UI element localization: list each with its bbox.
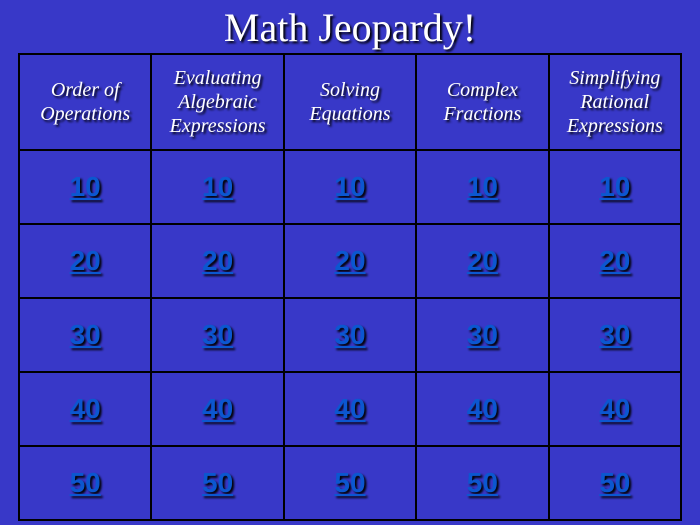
board-cell[interactable]: 10 <box>151 150 283 224</box>
cell-value: 10 <box>202 171 233 202</box>
category-header: Evaluating Algebraic Expressions <box>151 54 283 150</box>
cell-value: 40 <box>202 393 233 424</box>
board-cell[interactable]: 40 <box>549 372 681 446</box>
jeopardy-board: Order of Operations Evaluating Algebraic… <box>18 53 682 521</box>
cell-value: 40 <box>467 393 498 424</box>
category-header: Order of Operations <box>19 54 151 150</box>
board-cell[interactable]: 30 <box>284 298 416 372</box>
cell-value: 20 <box>467 245 498 276</box>
cell-value: 30 <box>70 319 101 350</box>
board-cell[interactable]: 30 <box>416 298 548 372</box>
category-header: Solving Equations <box>284 54 416 150</box>
cell-value: 50 <box>334 467 365 498</box>
board-cell[interactable]: 30 <box>549 298 681 372</box>
board-cell[interactable]: 50 <box>416 446 548 520</box>
cell-value: 20 <box>202 245 233 276</box>
cell-value: 40 <box>334 393 365 424</box>
category-row: Order of Operations Evaluating Algebraic… <box>19 54 681 150</box>
board-cell[interactable]: 20 <box>416 224 548 298</box>
cell-value: 50 <box>467 467 498 498</box>
board-cell[interactable]: 40 <box>19 372 151 446</box>
board-cell[interactable]: 50 <box>151 446 283 520</box>
board-cell[interactable]: 30 <box>151 298 283 372</box>
board-cell[interactable]: 50 <box>284 446 416 520</box>
cell-value: 20 <box>599 245 630 276</box>
cell-value: 40 <box>70 393 101 424</box>
value-row: 40 40 40 40 40 <box>19 372 681 446</box>
cell-value: 10 <box>467 171 498 202</box>
board-cell[interactable]: 20 <box>549 224 681 298</box>
board-cell[interactable]: 30 <box>19 298 151 372</box>
cell-value: 20 <box>334 245 365 276</box>
cell-value: 30 <box>467 319 498 350</box>
cell-value: 30 <box>334 319 365 350</box>
page-title: Math Jeopardy! <box>0 0 700 53</box>
board-cell[interactable]: 20 <box>19 224 151 298</box>
board-cell[interactable]: 20 <box>151 224 283 298</box>
board-cell[interactable]: 50 <box>19 446 151 520</box>
cell-value: 50 <box>599 467 630 498</box>
board-cell[interactable]: 40 <box>284 372 416 446</box>
category-header: Simplifying Rational Expressions <box>549 54 681 150</box>
cell-value: 40 <box>599 393 630 424</box>
board-cell[interactable]: 10 <box>416 150 548 224</box>
value-row: 20 20 20 20 20 <box>19 224 681 298</box>
value-row: 10 10 10 10 10 <box>19 150 681 224</box>
board-cell[interactable]: 10 <box>549 150 681 224</box>
cell-value: 30 <box>599 319 630 350</box>
cell-value: 30 <box>202 319 233 350</box>
cell-value: 10 <box>70 171 101 202</box>
board-cell[interactable]: 10 <box>19 150 151 224</box>
cell-value: 20 <box>70 245 101 276</box>
cell-value: 50 <box>202 467 233 498</box>
value-row: 30 30 30 30 30 <box>19 298 681 372</box>
board-cell[interactable]: 40 <box>416 372 548 446</box>
board-cell[interactable]: 20 <box>284 224 416 298</box>
category-header: Complex Fractions <box>416 54 548 150</box>
board-cell[interactable]: 40 <box>151 372 283 446</box>
value-row: 50 50 50 50 50 <box>19 446 681 520</box>
cell-value: 10 <box>334 171 365 202</box>
board-cell[interactable]: 10 <box>284 150 416 224</box>
board-cell[interactable]: 50 <box>549 446 681 520</box>
cell-value: 10 <box>599 171 630 202</box>
cell-value: 50 <box>70 467 101 498</box>
